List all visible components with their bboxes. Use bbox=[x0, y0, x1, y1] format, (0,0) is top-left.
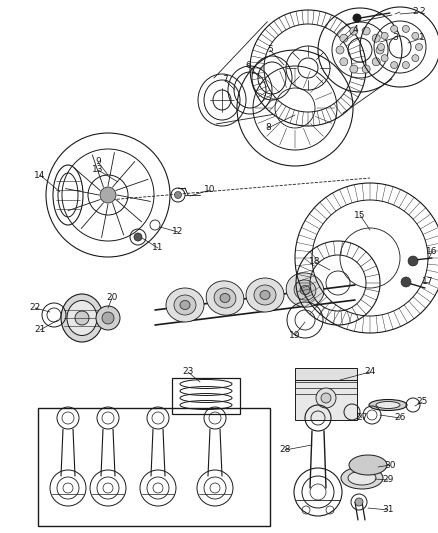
Ellipse shape bbox=[180, 301, 190, 310]
Text: 28: 28 bbox=[279, 446, 291, 455]
Text: 25: 25 bbox=[416, 398, 427, 407]
Text: 12: 12 bbox=[172, 228, 184, 237]
Text: 27: 27 bbox=[356, 414, 367, 423]
Text: 14: 14 bbox=[34, 171, 46, 180]
Bar bbox=[295, 380, 357, 420]
Circle shape bbox=[403, 26, 410, 33]
Circle shape bbox=[378, 44, 385, 51]
Circle shape bbox=[372, 58, 380, 66]
Text: 15: 15 bbox=[354, 211, 366, 220]
Text: 20: 20 bbox=[106, 294, 118, 303]
Text: 7: 7 bbox=[222, 76, 228, 85]
Text: 24: 24 bbox=[364, 367, 376, 376]
Circle shape bbox=[321, 393, 331, 403]
Ellipse shape bbox=[220, 294, 230, 303]
Circle shape bbox=[381, 55, 388, 62]
Text: 18: 18 bbox=[309, 257, 321, 266]
Ellipse shape bbox=[67, 301, 97, 335]
Text: 10: 10 bbox=[204, 185, 216, 195]
Text: 5: 5 bbox=[267, 45, 273, 54]
Text: 31: 31 bbox=[382, 505, 394, 514]
Circle shape bbox=[412, 33, 419, 39]
Ellipse shape bbox=[376, 401, 400, 408]
Ellipse shape bbox=[174, 295, 196, 315]
Text: 30: 30 bbox=[384, 461, 396, 470]
Circle shape bbox=[401, 277, 411, 287]
Bar bbox=[172, 378, 240, 414]
Text: 16: 16 bbox=[426, 247, 438, 256]
Circle shape bbox=[408, 256, 418, 266]
Ellipse shape bbox=[254, 285, 276, 305]
Ellipse shape bbox=[286, 273, 324, 307]
Ellipse shape bbox=[206, 281, 244, 315]
Text: 29: 29 bbox=[382, 475, 394, 484]
Text: 8: 8 bbox=[265, 124, 271, 133]
Text: 2: 2 bbox=[412, 7, 418, 17]
Circle shape bbox=[381, 33, 388, 39]
Circle shape bbox=[350, 27, 358, 35]
Text: 19: 19 bbox=[289, 330, 301, 340]
Circle shape bbox=[316, 388, 336, 408]
Circle shape bbox=[100, 187, 116, 203]
Circle shape bbox=[174, 191, 181, 198]
Text: 4: 4 bbox=[352, 26, 358, 35]
Ellipse shape bbox=[300, 286, 310, 295]
Ellipse shape bbox=[369, 400, 407, 410]
Ellipse shape bbox=[349, 455, 387, 475]
Text: 17: 17 bbox=[422, 278, 434, 287]
Ellipse shape bbox=[260, 290, 270, 300]
Circle shape bbox=[372, 34, 380, 42]
Text: 11: 11 bbox=[152, 244, 164, 253]
Ellipse shape bbox=[341, 467, 383, 489]
Circle shape bbox=[376, 46, 384, 54]
Text: 2: 2 bbox=[419, 7, 425, 17]
Circle shape bbox=[96, 306, 120, 330]
Text: 26: 26 bbox=[394, 414, 406, 423]
Circle shape bbox=[403, 62, 410, 69]
Text: 21: 21 bbox=[34, 326, 46, 335]
Ellipse shape bbox=[61, 294, 103, 342]
Circle shape bbox=[340, 58, 348, 66]
Circle shape bbox=[134, 233, 142, 241]
Ellipse shape bbox=[348, 471, 376, 485]
Text: 23: 23 bbox=[182, 367, 194, 376]
Circle shape bbox=[362, 65, 370, 73]
Ellipse shape bbox=[166, 288, 204, 322]
Circle shape bbox=[102, 312, 114, 324]
Circle shape bbox=[416, 44, 423, 51]
Ellipse shape bbox=[75, 311, 89, 325]
Circle shape bbox=[336, 46, 344, 54]
Text: 13: 13 bbox=[92, 166, 104, 174]
Circle shape bbox=[391, 26, 398, 33]
Text: 1: 1 bbox=[419, 34, 425, 43]
Text: 9: 9 bbox=[95, 157, 101, 166]
Circle shape bbox=[391, 62, 398, 69]
Ellipse shape bbox=[294, 280, 316, 300]
Circle shape bbox=[412, 55, 419, 62]
Text: 3: 3 bbox=[392, 34, 398, 43]
Ellipse shape bbox=[214, 288, 236, 308]
Text: 22: 22 bbox=[29, 303, 41, 312]
Circle shape bbox=[340, 34, 348, 42]
Text: 6: 6 bbox=[245, 61, 251, 69]
Bar bbox=[295, 368, 357, 380]
Circle shape bbox=[362, 27, 370, 35]
Circle shape bbox=[355, 498, 363, 506]
Ellipse shape bbox=[246, 278, 284, 312]
Bar bbox=[38, 408, 270, 526]
Circle shape bbox=[353, 14, 361, 22]
Circle shape bbox=[350, 65, 358, 73]
